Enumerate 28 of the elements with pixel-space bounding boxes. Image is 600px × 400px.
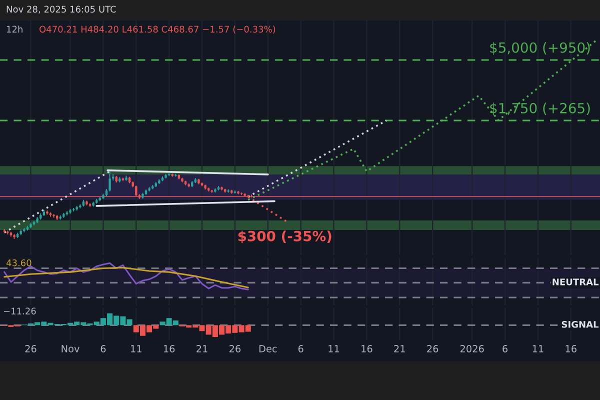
x-tick-label: Dec xyxy=(259,345,277,352)
x-tick-label: 21 xyxy=(196,345,208,352)
x-tick-label: 16 xyxy=(566,345,576,352)
x-tick-label: 11 xyxy=(328,345,340,352)
text: Nov 28, 2025 16:05 UTC xyxy=(6,6,116,14)
x-tick-label: 6 xyxy=(100,345,106,352)
x-tick-label: 26 xyxy=(229,345,241,352)
ref-line-label: NEUTRAL xyxy=(552,278,599,286)
x-tick-label: 11 xyxy=(532,345,544,352)
ref-line-label: SIGNAL xyxy=(562,320,599,328)
x-tick-label: Nov xyxy=(62,345,80,352)
ref-line-label: $1,750 (+265) xyxy=(490,102,590,116)
x-tick-label: 16 xyxy=(164,345,175,352)
x-tick-label: 16 xyxy=(362,345,372,352)
x-tick-label: 6 xyxy=(502,345,508,352)
x-tick-label: 26 xyxy=(25,345,36,352)
ref-line-label: $5,000 (+950) xyxy=(490,42,590,55)
x-tick-label: 6 xyxy=(298,345,304,352)
annotation: O470.21 H484.20 L461.58 C468.67 −1.57 (−0.33%) xyxy=(40,26,276,34)
x-tick-label: 26 xyxy=(427,345,438,352)
annotation: 12h xyxy=(6,26,22,32)
candlestick xyxy=(108,170,111,192)
annotation: $300 (-35%) xyxy=(238,230,332,244)
x-tick-label: 11 xyxy=(131,345,142,352)
annotation: −11.26 xyxy=(4,308,36,314)
x-tick-label: 21 xyxy=(394,345,405,352)
annotation: 43.60 xyxy=(6,259,32,266)
x-tick-label: 2026 xyxy=(460,345,484,352)
